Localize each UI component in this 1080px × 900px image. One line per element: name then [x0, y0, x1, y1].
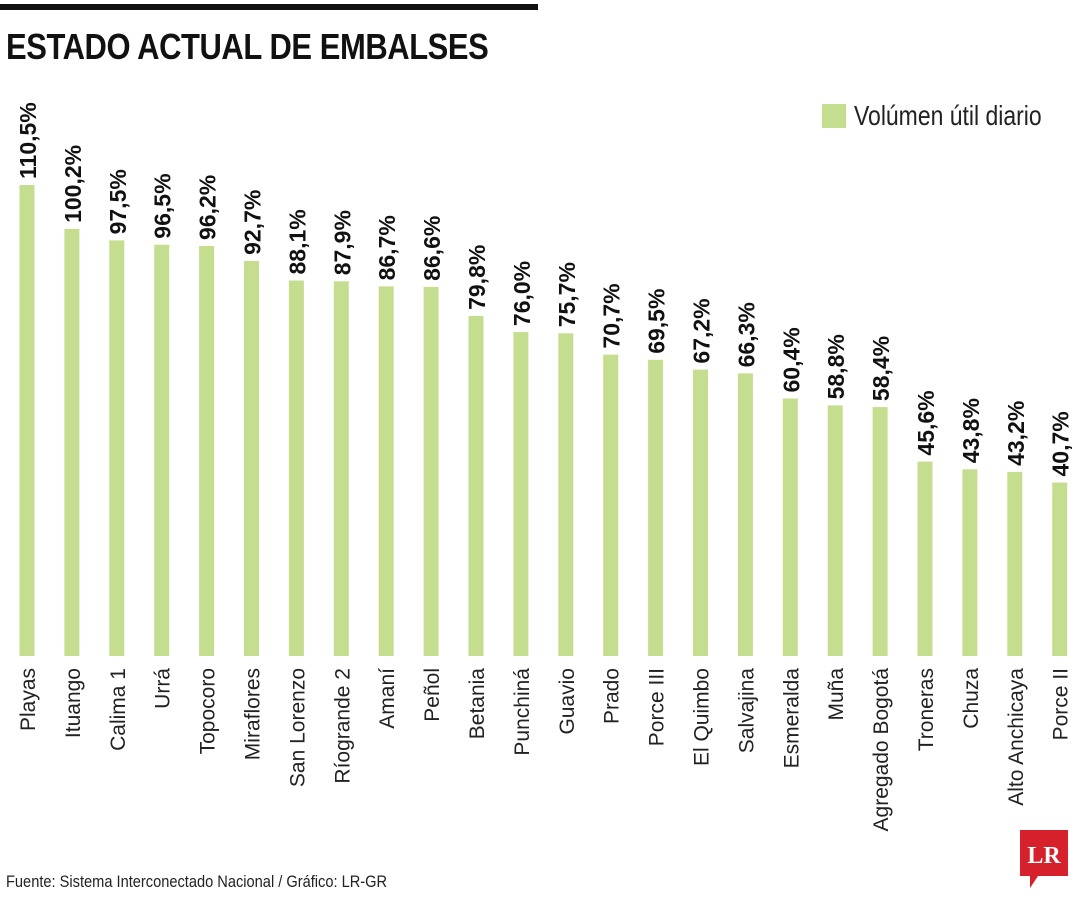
data-label: 96,2%	[195, 175, 221, 240]
bar	[872, 407, 888, 656]
category-label: El Quimbo	[691, 668, 714, 766]
bar	[917, 461, 933, 656]
category-label: Betania	[466, 668, 489, 740]
bar	[962, 469, 978, 656]
bar	[154, 244, 170, 656]
data-label: 58,4%	[868, 336, 894, 401]
data-label: 100,2%	[60, 145, 86, 223]
bar	[288, 280, 304, 656]
bar	[109, 240, 125, 656]
category-label: Esmeralda	[780, 668, 803, 769]
data-label: 88,1%	[284, 209, 310, 274]
bar	[199, 246, 215, 656]
data-label: 45,6%	[913, 390, 939, 455]
data-label: 69,5%	[644, 289, 670, 354]
bar	[558, 333, 574, 656]
data-label: 86,7%	[374, 215, 400, 280]
logo-text: LR	[1027, 843, 1061, 869]
data-label: 97,5%	[105, 169, 131, 234]
bar	[378, 286, 394, 656]
data-label: 96,5%	[150, 173, 176, 238]
category-label: San Lorenzo	[286, 668, 309, 787]
data-label: 75,7%	[554, 262, 580, 327]
category-label: Guavio	[556, 668, 579, 735]
category-label: Urrá	[152, 668, 175, 709]
data-label: 87,9%	[329, 210, 355, 275]
bar	[423, 286, 439, 656]
legend-swatch	[822, 104, 846, 128]
chart-title: ESTADO ACTUAL DE EMBALSES	[6, 26, 489, 67]
data-label: 86,6%	[419, 216, 445, 281]
bar	[1007, 471, 1023, 656]
category-label: Alto Anchicaya	[1005, 668, 1028, 806]
category-label: Topocoro	[197, 668, 220, 754]
legend-label: Volúmen útil diario	[854, 100, 1042, 131]
category-label: Calima 1	[107, 668, 130, 751]
data-label: 76,0%	[509, 261, 535, 326]
bar	[782, 398, 798, 656]
bar	[333, 281, 349, 656]
category-label: Chuza	[960, 668, 983, 729]
category-label: Amaní	[376, 668, 399, 729]
legend: Volúmen útil diario	[822, 100, 1080, 132]
category-label: Peñol	[421, 668, 444, 722]
category-label: Porce II	[1050, 668, 1073, 740]
bar	[64, 228, 80, 656]
category-label: Prado	[601, 668, 624, 724]
data-label: 60,4%	[778, 327, 804, 392]
category-label: Muña	[825, 668, 848, 721]
category-label: Punchiná	[511, 668, 534, 756]
data-label: 40,7%	[1048, 411, 1074, 476]
bar	[19, 185, 35, 656]
category-label: Ríogrande 2	[331, 668, 354, 784]
bar	[513, 332, 529, 656]
bar	[603, 354, 619, 656]
category-label: Porce III	[646, 668, 669, 746]
data-label: 43,2%	[1003, 401, 1029, 466]
category-label: Playas	[17, 668, 40, 731]
source-note: Fuente: Sistema Interconectado Nacional …	[6, 872, 388, 891]
bar	[827, 405, 843, 656]
data-label: 70,7%	[599, 283, 625, 348]
category-label: Agregado Bogotá	[870, 668, 893, 832]
bar	[648, 359, 664, 656]
data-label: 58,8%	[823, 334, 849, 399]
data-label: 66,3%	[733, 302, 759, 367]
bar	[468, 315, 484, 656]
category-label: Salvajina	[735, 668, 758, 754]
data-label: 43,8%	[958, 398, 984, 463]
data-label: 110,5%	[15, 102, 41, 179]
lr-logo: LR	[1020, 830, 1068, 888]
category-label: Troneras	[915, 668, 938, 751]
bar	[737, 373, 753, 656]
data-label: 67,2%	[689, 298, 715, 363]
category-label: Miraflores	[242, 668, 265, 760]
bar	[244, 260, 259, 656]
bar	[693, 369, 708, 656]
category-label: Ituango	[62, 668, 85, 738]
data-label: 79,8%	[464, 245, 490, 310]
top-rule	[0, 4, 538, 10]
data-label: 92,7%	[240, 190, 266, 255]
bar	[1052, 482, 1068, 656]
